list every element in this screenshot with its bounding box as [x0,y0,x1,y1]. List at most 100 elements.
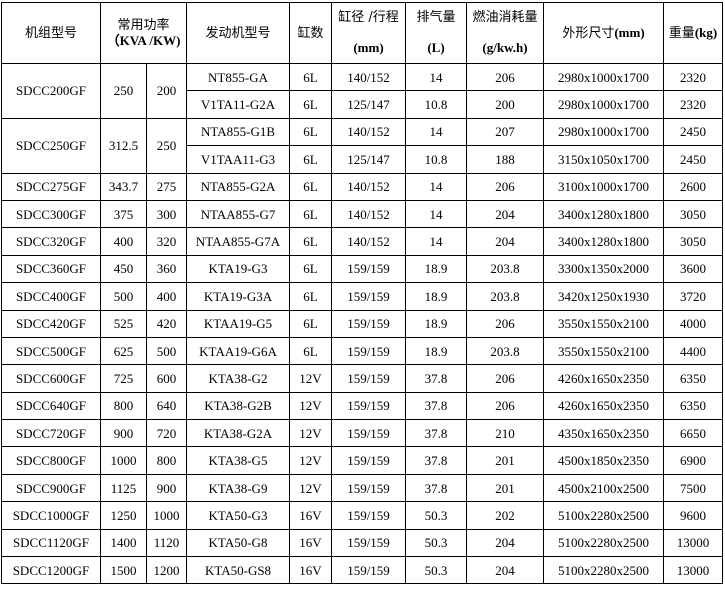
power-kva: 1400 [100,528,147,558]
power-kva: 400 [100,227,147,256]
cylinders: 12V [289,473,332,503]
cylinders: 12V [289,419,332,448]
header-dimensions: 外形尺寸(mm) [543,2,664,64]
power-kva: 343.7 [100,172,147,201]
engine-model: KTA38-G9 [186,473,290,503]
genset-model: SDCC275GF [1,172,101,201]
engine-model: KTA38-G2A [186,419,290,448]
cylinders: 6L [289,227,332,256]
weight: 3050 [663,199,723,229]
cylinders: 6L [289,199,332,229]
power-kva: 500 [100,282,147,311]
weight: 3050 [663,227,723,256]
weight: 2450 [663,145,723,174]
power-kw: 200 [146,63,187,119]
bore-stroke: 159/159 [331,309,406,338]
weight: 6350 [663,364,723,393]
bore-stroke: 125/147 [331,145,406,174]
bore-stroke: 159/159 [331,336,406,366]
cylinders: 6L [289,309,332,338]
genset-model: SDCC900GF [1,473,101,503]
dimensions: 4260x1650x2350 [543,364,664,393]
header-weight: 重量(kg) [663,2,723,64]
header-row: 机组型号 常用功率 （KVA /KW) 发动机型号 缸数 缸径 /行程 (mm) 排… [1,2,723,64]
weight: 2450 [663,117,723,147]
displacement: 14 [405,199,467,229]
displacement: 18.9 [405,254,467,284]
dimensions: 3100x1000x1700 [543,172,664,201]
cylinders: 12V [289,446,332,475]
table-row: SDCC1200GF 1500 1200 KTA50-GS8 16V 159/159 50.… [1,556,723,585]
cylinders: 6L [289,336,332,366]
table-row: V1TA11-G2A 6L 125/147 10.8 200 2980x1000x1700… [2,90,723,119]
dimensions: 3420x1250x1930 [543,282,664,311]
engine-model: NTAA855-G7A [186,227,290,256]
weight: 3720 [663,282,723,311]
table-row: SDCC640GF 800 640 KTA38-G2B 12V 159/159 37.8 20… [1,391,723,421]
weight: 2320 [663,62,723,92]
displacement: 37.8 [405,473,467,503]
power-kw: 400 [146,282,187,311]
engine-model: KTA50-G8 [186,528,290,558]
displacement: 18.9 [405,336,467,366]
engine-model: KTA38-G2B [186,391,290,421]
bore-stroke: 159/159 [331,473,406,503]
header-engine: 发动机型号 [186,2,290,64]
bore-stroke: 159/159 [331,528,406,558]
dimensions: 3300x1350x2000 [543,254,664,284]
power-kva: 375 [100,199,147,229]
genset-model: SDCC1120GF [1,528,101,558]
power-kva: 625 [100,336,147,366]
displacement: 37.8 [405,419,467,448]
cylinders: 16V [289,528,332,558]
power-kva: 312.5 [100,117,147,174]
power-kva: 900 [100,419,147,448]
weight: 7500 [663,473,723,503]
power-kw: 720 [146,419,187,448]
bore-stroke: 140/152 [331,172,406,201]
genset-model: SDCC1200GF [1,556,101,585]
weight: 3600 [663,254,723,284]
dimensions: 5100x2280x2500 [543,501,664,530]
dimensions: 4500x2100x2500 [543,473,664,503]
dimensions: 2980x1000x1700 [543,90,664,119]
fuel-consumption: 203.8 [466,254,544,284]
engine-model: KTAA19-G5 [186,309,290,338]
table-row: SDCC300GF 375 300 NTAA855-G7 6L 140/152 14 204 3… [1,199,723,229]
fuel-consumption: 206 [466,172,544,201]
dimensions: 4260x1650x2350 [543,391,664,421]
power-kva: 1125 [100,473,147,503]
table-row: SDCC900GF 1125 900 KTA38-G9 12V 159/159 37.8 20… [1,473,723,503]
bore-stroke: 159/159 [331,419,406,448]
power-kva: 250 [100,63,147,119]
engine-model: V1TA11-G2A [186,90,290,119]
bore-stroke: 125/147 [331,90,406,119]
table-row: SDCC1000GF 1250 1000 KTA50-G3 16V 159/159 50.3… [1,501,723,530]
displacement: 14 [405,227,467,256]
genset-model: SDCC300GF [1,199,101,229]
bore-stroke: 140/152 [331,227,406,256]
displacement: 37.8 [405,446,467,475]
genset-model: SDCC1000GF [1,501,101,530]
genset-model: SDCC320GF [1,227,101,256]
dimensions: 4500x1850x2350 [543,446,664,475]
header-power: 常用功率 （KVA /KW) [100,2,187,64]
generator-spec-table: 机组型号 常用功率 （KVA /KW) 发动机型号 缸数 缸径 /行程 (mm) 排… [1,2,723,585]
dimensions: 3550x1550x2100 [543,309,664,338]
bore-stroke: 159/159 [331,282,406,311]
table-row: SDCC275GF 343.7 275 NTA855-G2A 6L 140/152 14 20… [1,172,723,201]
power-kw: 1200 [146,556,187,585]
power-kw: 320 [146,227,187,256]
table-row: SDCC500GF 625 500 KTAA19-G6A 6L 159/159 18.9 20… [1,336,723,366]
power-kw: 1000 [146,501,187,530]
weight: 4400 [663,336,723,366]
bore-stroke: 159/159 [331,391,406,421]
weight: 4000 [663,309,723,338]
dimensions: 3400x1280x1800 [543,199,664,229]
genset-model: SDCC400GF [1,282,101,311]
table-row: SDCC420GF 525 420 KTAA19-G5 6L 159/159 18.9 206… [1,309,723,338]
fuel-consumption: 207 [466,117,544,147]
power-kw: 300 [146,199,187,229]
cylinders: 16V [289,501,332,530]
displacement: 37.8 [405,364,467,393]
